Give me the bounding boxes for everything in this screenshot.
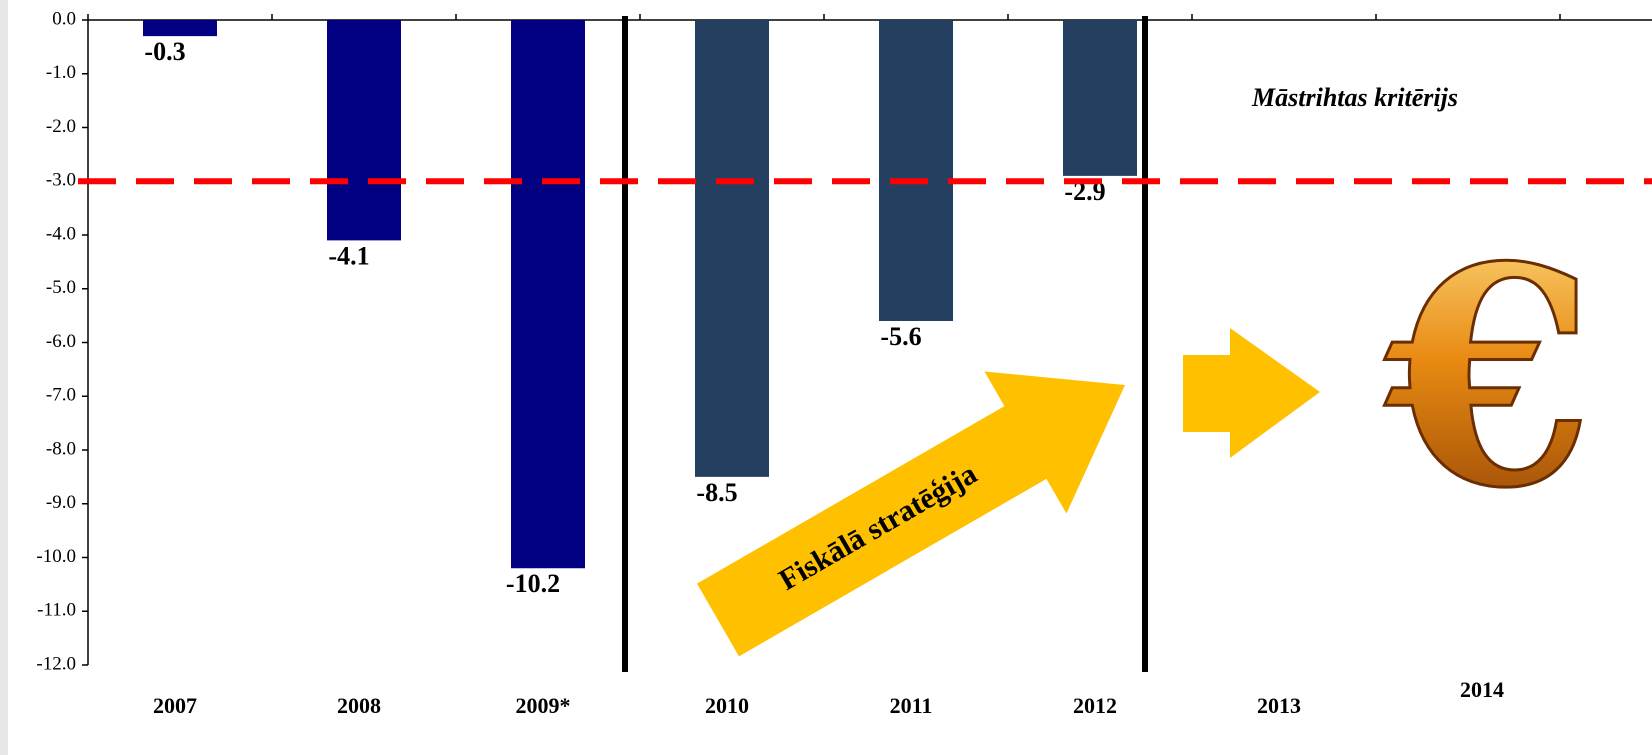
value-label: -4.1 (328, 241, 369, 270)
left-strip (0, 0, 8, 755)
y-tick-label: -4.0 (46, 223, 76, 244)
arrow-shape (1183, 328, 1320, 458)
y-tick-label: -12.0 (36, 653, 76, 674)
reference-label: Māstrihtas kritērijs (1251, 83, 1458, 112)
value-label: -10.2 (506, 569, 560, 598)
x-tick-label: 2010 (705, 693, 749, 718)
y-tick-label: -6.0 (46, 331, 76, 352)
y-tick-label: -9.0 (46, 492, 76, 513)
y-tick-label: -5.0 (46, 277, 76, 298)
x-tick-label: 2013 (1257, 693, 1301, 718)
bar (695, 20, 769, 477)
bar (879, 20, 953, 321)
y-tick-label: -11.0 (37, 600, 76, 621)
y-tick-label: -10.0 (36, 546, 76, 567)
bar (511, 20, 585, 569)
y-tick-label: -3.0 (46, 170, 76, 191)
x-tick-label: 2007 (153, 693, 197, 718)
value-label: -0.3 (144, 37, 185, 66)
y-tick-label: -8.0 (46, 438, 76, 459)
x-tick-label: 2012 (1073, 693, 1117, 718)
y-tick-label: 0.0 (52, 8, 76, 29)
euro-icon: € (1381, 201, 1594, 554)
arrow-shape (697, 371, 1126, 657)
y-tick-label: -2.0 (46, 116, 76, 137)
bar (327, 20, 401, 241)
value-label: -8.5 (696, 478, 737, 507)
value-label: -5.6 (880, 322, 921, 351)
x-tick-label: 2009* (516, 693, 571, 718)
x-tick-label: 2011 (890, 693, 933, 718)
bar (143, 20, 217, 37)
y-tick-label: -7.0 (46, 385, 76, 406)
bar (1063, 20, 1137, 176)
x-tick-label: 2008 (337, 693, 381, 718)
y-tick-label: -1.0 (46, 62, 76, 83)
x-tick-label: 2014 (1460, 677, 1504, 702)
